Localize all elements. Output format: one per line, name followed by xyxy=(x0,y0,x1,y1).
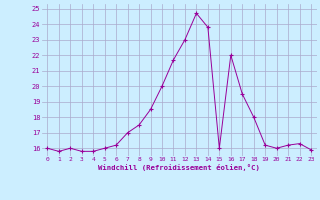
X-axis label: Windchill (Refroidissement éolien,°C): Windchill (Refroidissement éolien,°C) xyxy=(98,164,260,171)
